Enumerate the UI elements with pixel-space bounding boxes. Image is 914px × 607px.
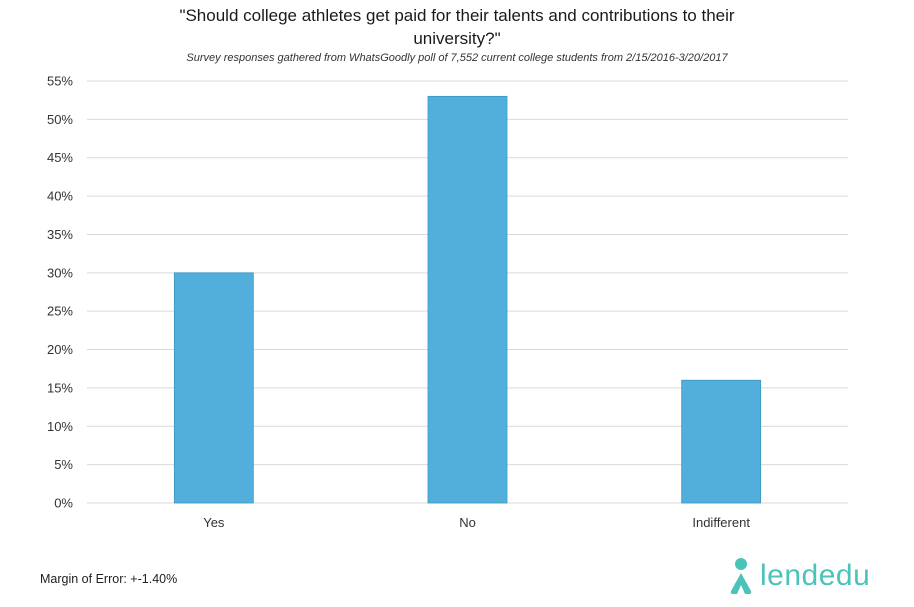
y-tick-label: 20% xyxy=(47,342,73,357)
x-tick-label: No xyxy=(459,515,476,530)
chart-title-text: "Should college athletes get paid for th… xyxy=(179,6,735,48)
lendedu-logo: lendedu xyxy=(726,556,870,596)
bar-no xyxy=(427,95,508,504)
bar-yes xyxy=(173,272,254,504)
y-tick-label: 30% xyxy=(47,265,73,280)
y-tick-label: 50% xyxy=(47,112,73,127)
x-axis-ticks: Yes No Indifferent xyxy=(203,515,750,530)
y-tick-label: 40% xyxy=(47,189,73,204)
margin-of-error-note: Margin of Error: +-1.40% xyxy=(40,572,178,586)
lendedu-logo-icon xyxy=(730,558,752,594)
chart-subtitle: Survey responses gathered from WhatsGood… xyxy=(186,52,728,64)
y-tick-label: 25% xyxy=(47,304,73,319)
x-tick-label: Yes xyxy=(203,515,225,530)
y-tick-label: 5% xyxy=(54,457,73,472)
y-tick-label: 55% xyxy=(47,74,73,89)
x-tick-label: Indifferent xyxy=(692,515,750,530)
y-tick-label: 0% xyxy=(54,496,73,511)
bar-indifferent xyxy=(681,379,762,504)
chart-title: "Should college athletes get paid for th… xyxy=(0,4,914,50)
y-tick-label: 10% xyxy=(47,419,73,434)
y-tick-label: 45% xyxy=(47,150,73,165)
y-axis-ticks: 0% 5% 10% 15% 20% 25% 30% 35% 40% 45% 50% 55% xyxy=(47,74,73,511)
y-tick-label: 35% xyxy=(47,227,73,242)
lendedu-logo-text: lendedu xyxy=(760,559,871,592)
y-tick-label: 15% xyxy=(47,380,73,395)
bars xyxy=(173,95,762,504)
